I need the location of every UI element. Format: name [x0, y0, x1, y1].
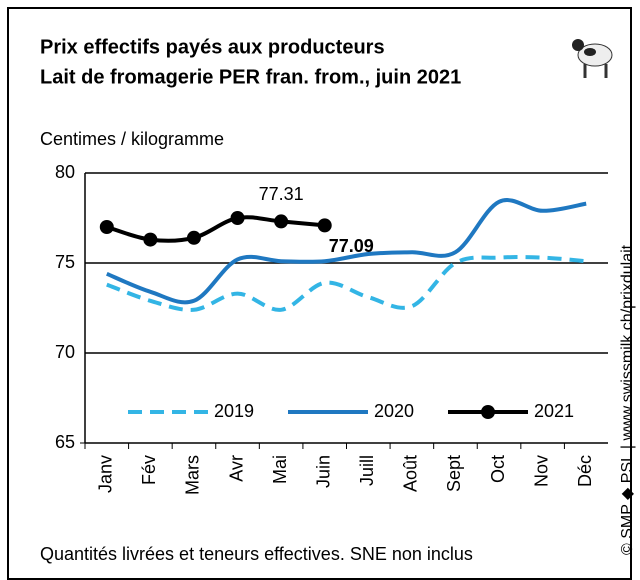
y-tick-label: 70 — [55, 342, 75, 362]
x-tick-label: Nov — [531, 455, 551, 487]
marker — [99, 220, 114, 234]
cow-icon — [572, 39, 613, 78]
x-tick-label: Oct — [488, 455, 508, 483]
note: Quantités livrées et teneurs effectives.… — [40, 544, 473, 564]
marker — [317, 218, 332, 233]
legend-label: 2021 — [534, 401, 574, 421]
chart-title-line-1: Prix effectifs payés aux producteurs — [40, 36, 385, 58]
data-label: 77.09 — [329, 236, 374, 256]
legend-label: 2019 — [214, 401, 254, 421]
line-2021 — [106, 215, 325, 243]
source: © SMP ◆ PSL | www.swissmilk.ch/prixdulai… — [619, 244, 636, 555]
marker — [230, 211, 245, 225]
data-label: 77.31 — [259, 184, 304, 204]
line-2019 — [106, 255, 587, 312]
y-tick-label: 75 — [55, 252, 75, 272]
y-tick-label: 65 — [55, 432, 75, 452]
marker — [186, 230, 201, 245]
marker — [143, 232, 158, 247]
frame — [7, 7, 632, 580]
x-tick-label: Avr — [226, 455, 246, 482]
marker — [274, 214, 289, 229]
x-tick-label: Juill — [357, 455, 377, 486]
x-tick-label: Août — [401, 455, 421, 492]
legend-marker — [481, 405, 495, 419]
y-tick-label: 80 — [55, 162, 75, 182]
x-tick-label: Fév — [139, 455, 159, 485]
x-tick-label: Mars — [183, 455, 203, 495]
chart-title-line-2: Lait de fromagerie PER fran. from., juin… — [40, 66, 461, 88]
x-tick-label: Juin — [313, 455, 333, 488]
y-axis-label: Centimes / kilogramme — [40, 129, 224, 149]
x-tick-label: Mai — [270, 455, 290, 484]
line-2020 — [106, 198, 587, 305]
x-tick-label: Janv — [96, 455, 116, 493]
legend-label: 2020 — [374, 401, 414, 421]
x-tick-label: Sept — [444, 455, 464, 492]
x-tick-label: Déc — [575, 455, 595, 487]
